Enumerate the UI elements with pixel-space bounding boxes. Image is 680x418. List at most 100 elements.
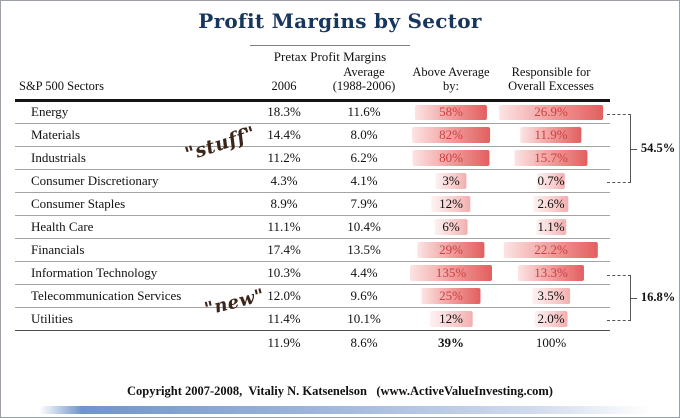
col-header-average-line1: Average [343,65,385,79]
sector-name: Consumer Discretionary [15,169,250,193]
value-above-average: 6% [442,218,460,234]
value-average: 8.0% [318,123,410,147]
cell-responsible: 0.7% [492,169,610,193]
cell-above-average: 25% [410,284,492,308]
value-above-average: 25% [439,287,463,303]
col-header-resp-line2: Overall Excesses [508,79,594,94]
cell-above-average: 3% [410,169,492,193]
value-responsible: 2.6% [537,195,565,211]
table-row: Health Care 11.1% 10.4% 6% 1.1% [15,215,610,239]
total-2006: 11.9% [267,334,301,350]
table-row: Consumer Staples 8.9% 7.9% 12% 2.6% [15,192,610,216]
value-2006: 17.4% [250,238,318,262]
value-above-average: 12% [439,310,463,326]
bracket-new-sectors [607,275,637,321]
cell-above-average: 58% [410,100,492,124]
value-responsible: 22.2% [534,241,568,257]
value-2006: 11.1% [250,215,318,239]
col-header-2006: 2006 [250,65,318,102]
bracket-label-new: 16.8% [640,290,676,304]
data-bar [520,126,582,143]
data-bar [412,126,490,143]
value-2006: 4.3% [250,169,318,193]
col-header-resp-line1: Responsible for [511,65,591,79]
cell-responsible: 11.9% [492,123,610,147]
data-bar [503,241,599,258]
col-header-above-line1: Above Average [412,65,490,79]
cell-responsible: 3.5% [492,284,610,308]
sector-table: S&P 500 Sectors 2006 Average (1988-2006)… [15,65,610,354]
pretax-group-header: Pretax Profit Margins [250,45,410,65]
data-bar [536,218,566,235]
col-header-above-line2: by: [443,79,459,94]
value-above-average: 3% [442,172,460,188]
sector-name: Financials [15,238,250,262]
value-average: 10.4% [318,215,410,239]
value-above-average: 80% [439,149,463,165]
col-header-responsible: Responsible for Overall Excesses [492,65,610,102]
value-average: 7.9% [318,192,410,216]
value-average: 4.4% [318,261,410,285]
data-bar [410,264,492,281]
cell-responsible: 1.1% [492,215,610,239]
data-bar [434,218,468,235]
value-responsible: 1.1% [537,218,565,234]
value-responsible: 26.9% [534,104,568,120]
value-average: 13.5% [318,238,410,262]
value-average: 6.2% [318,146,410,170]
chart-title: Profit Margins by Sector [198,9,482,33]
data-bar [417,241,485,258]
value-responsible: 2.0% [537,310,565,326]
copyright-footer: Copyright 2007-2008, Vitaliy N. Katsenel… [127,384,553,398]
sector-name: Materials [15,123,250,147]
value-2006: 18.3% [250,100,318,124]
totals-empty-cell [15,330,250,354]
value-above-average: 135% [435,264,467,280]
value-above-average: 82% [439,126,463,142]
data-bar [412,149,490,166]
cell-above-average: 82% [410,123,492,147]
cell-responsible: 15.7% [492,146,610,170]
value-2006: 12.0% [250,284,318,308]
cell-above-average: 135% [410,261,492,285]
value-responsible: 0.7% [537,172,565,188]
sector-name: Information Technology [15,261,250,285]
data-bar [421,287,481,304]
data-bar [532,287,570,304]
data-bar [536,172,566,189]
data-bar [514,149,588,166]
data-bar [414,104,488,120]
value-responsible: 15.7% [534,149,568,165]
value-above-average: 12% [439,195,463,211]
sector-name: Utilities [15,307,250,331]
bracket-label-stuff: 54.5% [640,141,676,155]
cell-above-average: 12% [410,307,492,331]
cell-responsible: 2.6% [492,192,610,216]
cell-responsible: 13.3% [492,261,610,285]
value-average: 4.1% [318,169,410,193]
sector-name: Health Care [15,215,250,239]
data-bar [499,104,603,120]
cell-responsible: 26.9% [492,100,610,124]
value-responsible: 11.9% [534,126,568,142]
table-row: Energy 18.3% 11.6% 58% 26.9% [15,100,610,124]
total-average: 8.6% [350,334,378,350]
value-2006: 14.4% [250,123,318,147]
col-header-above-average: Above Average by: [410,65,492,102]
cell-responsible: 22.2% [492,238,610,262]
col-header-sectors: S&P 500 Sectors [15,65,250,102]
data-bar [517,264,585,281]
value-2006: 11.2% [250,146,318,170]
total-above-average: 39% [438,334,464,350]
cell-above-average: 6% [410,215,492,239]
col-header-average: Average (1988-2006) [318,65,410,102]
cell-above-average: 29% [410,238,492,262]
col-header-average-line2: (1988-2006) [332,79,396,94]
value-above-average: 58% [439,104,463,120]
cell-above-average: 12% [410,192,492,216]
table-row: Information Technology 10.3% 4.4% 135% 1… [15,261,610,285]
bottom-gradient-strip [39,406,651,414]
value-2006: 11.4% [250,307,318,331]
table-row: Telecommunication Services 12.0% 9.6% 25… [15,284,610,308]
